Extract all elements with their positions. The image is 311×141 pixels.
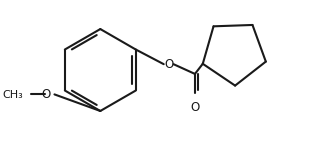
Text: O: O [190, 101, 200, 114]
Text: O: O [164, 58, 173, 71]
Text: O: O [41, 88, 51, 101]
Text: CH₃: CH₃ [2, 90, 23, 100]
